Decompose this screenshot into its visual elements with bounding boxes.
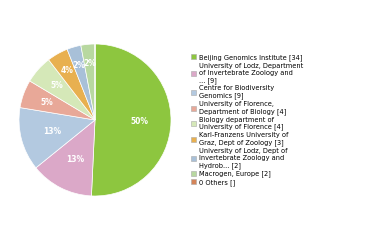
Wedge shape xyxy=(19,108,95,168)
Wedge shape xyxy=(30,60,95,120)
Wedge shape xyxy=(20,81,95,120)
Legend: Beijing Genomics Institute [34], University of Lodz, Department
of Invertebrate : Beijing Genomics Institute [34], Univers… xyxy=(190,54,304,186)
Text: 5%: 5% xyxy=(40,98,53,107)
Wedge shape xyxy=(67,45,95,120)
Wedge shape xyxy=(92,44,171,196)
Text: 13%: 13% xyxy=(66,155,84,164)
Wedge shape xyxy=(81,44,95,120)
Text: 50%: 50% xyxy=(130,117,148,126)
Text: 4%: 4% xyxy=(60,66,73,75)
Wedge shape xyxy=(36,120,95,196)
Text: 2%: 2% xyxy=(73,61,86,70)
Text: 2%: 2% xyxy=(83,59,96,68)
Wedge shape xyxy=(49,49,95,120)
Text: 5%: 5% xyxy=(50,81,63,90)
Text: 13%: 13% xyxy=(43,127,62,136)
